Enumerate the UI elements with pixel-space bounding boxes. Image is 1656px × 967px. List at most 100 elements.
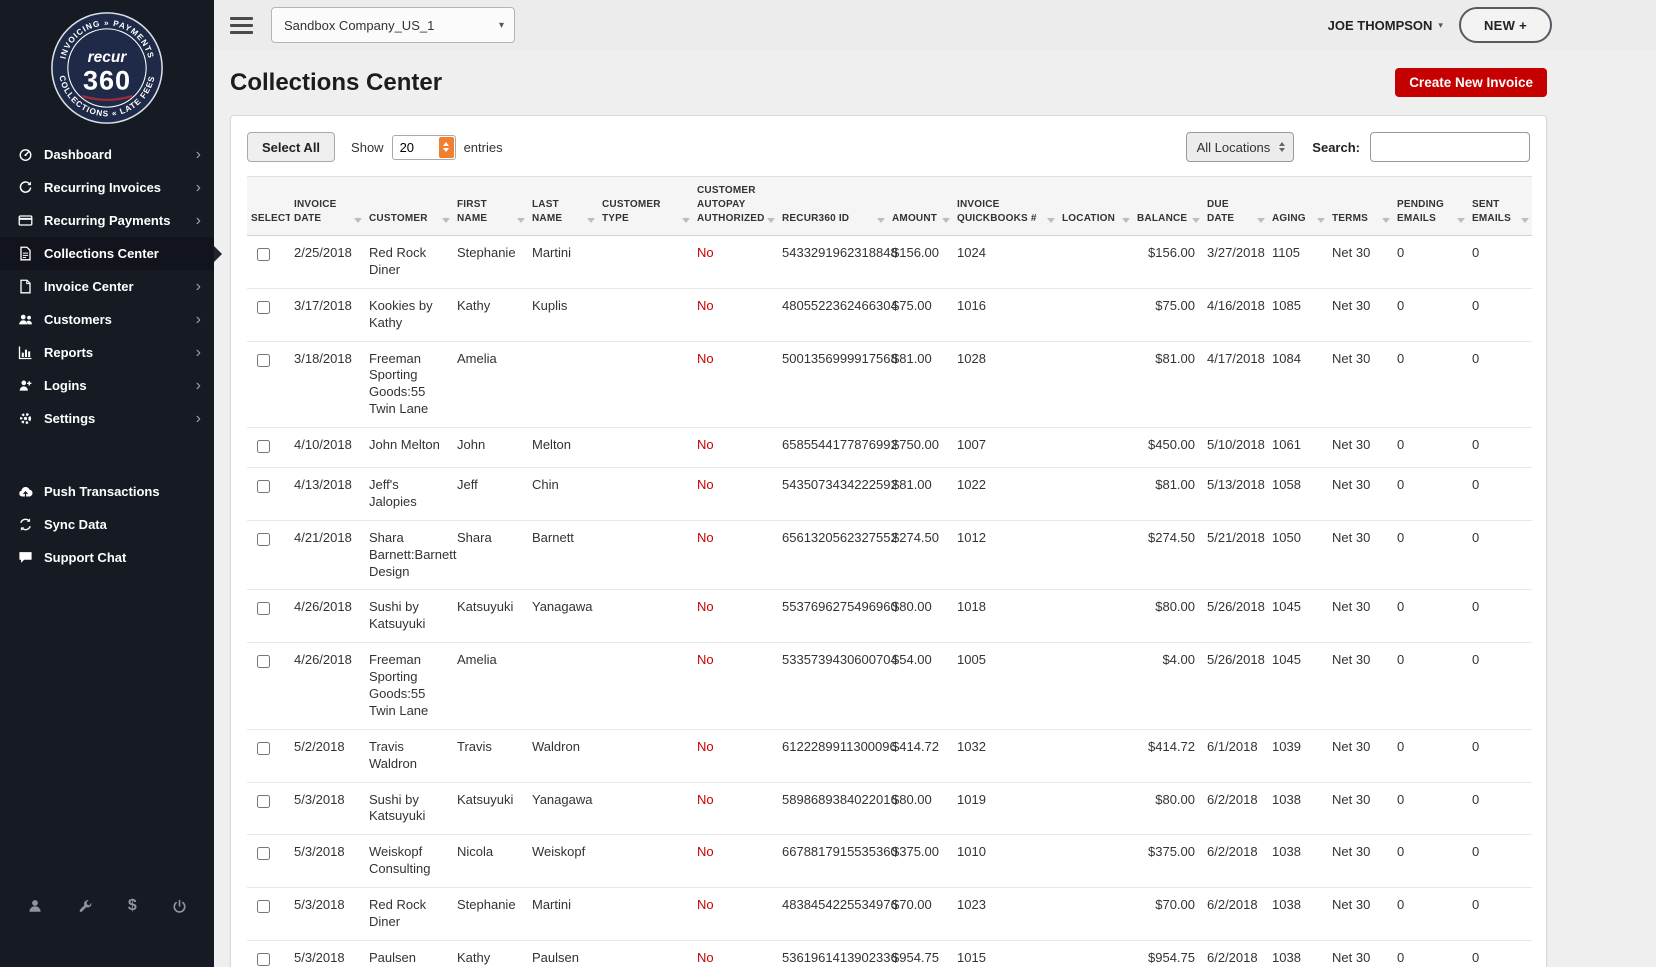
row-select-checkbox[interactable] xyxy=(257,248,270,261)
cell-sent_emails: 0 xyxy=(1472,599,1480,615)
column-header-invoice_qb[interactable]: INVOICE QUICKBOOKS # xyxy=(953,176,1058,236)
new-button[interactable]: NEW + xyxy=(1458,7,1552,43)
table-row[interactable]: 4/26/2018 Sushi by Katsuyuki Katsuyuki Yana… xyxy=(247,589,1532,644)
search-input[interactable] xyxy=(1370,132,1530,162)
column-header-last_name[interactable]: LAST NAME xyxy=(528,176,598,236)
cell-due_date: 5/26/2018 xyxy=(1207,599,1265,615)
column-header-amount[interactable]: AMOUNT xyxy=(888,176,953,236)
column-header-autopay[interactable]: CUSTOMER AUTOPAY AUTHORIZED xyxy=(693,176,778,236)
select-all-button[interactable]: Select All xyxy=(247,132,336,162)
sidebar-item-logins[interactable]: Logins › xyxy=(0,369,214,402)
cell-last_name: Yanagawa xyxy=(532,599,593,615)
dollar-icon[interactable]: $ xyxy=(127,897,137,914)
sidebar-item-customers[interactable]: Customers › xyxy=(0,303,214,336)
wrench-icon[interactable] xyxy=(78,899,93,914)
table-row[interactable]: 5/3/2018 Weiskopf Consulting Nicola Weiskop… xyxy=(247,834,1532,889)
menu-toggle-icon[interactable] xyxy=(230,16,253,34)
sidebar-item-recurring-invoices[interactable]: Recurring Invoices › xyxy=(0,171,214,204)
sort-caret-icon[interactable] xyxy=(1521,218,1529,223)
row-select-checkbox[interactable] xyxy=(257,532,270,546)
sort-caret-icon[interactable] xyxy=(682,218,690,223)
sort-caret-icon[interactable] xyxy=(1257,218,1265,223)
sidebar-item-collections-center[interactable]: Collections Center xyxy=(0,237,222,270)
column-header-customer[interactable]: CUSTOMER xyxy=(365,176,453,236)
cell-autopay: No xyxy=(697,529,714,545)
column-header-terms[interactable]: TERMS xyxy=(1328,176,1393,236)
row-select-checkbox[interactable] xyxy=(257,741,270,755)
sidebar-item-settings[interactable]: Settings › xyxy=(0,402,214,435)
table-row[interactable]: 4/26/2018 Freeman Sporting Goods:55 Twin … xyxy=(247,642,1532,730)
table-row[interactable]: 3/17/2018 Kookies by Kathy Kathy Kuplis No 48… xyxy=(247,288,1532,342)
table-row[interactable]: 4/10/2018 John Melton John Melton No 65855441… xyxy=(247,427,1532,469)
sidebar-item-push-transactions[interactable]: Push Transactions xyxy=(0,475,214,508)
row-select-checkbox[interactable] xyxy=(257,847,270,861)
column-header-aging[interactable]: AGING xyxy=(1268,176,1328,236)
column-header-location[interactable]: LOCATION xyxy=(1058,176,1133,236)
sort-caret-icon[interactable] xyxy=(1317,218,1325,223)
sort-caret-icon[interactable] xyxy=(1122,218,1130,223)
stepper-icon[interactable] xyxy=(438,136,454,158)
row-select-checkbox[interactable] xyxy=(257,952,270,966)
user-menu[interactable]: JOE THOMPSON ▾ xyxy=(1328,18,1443,33)
sort-caret-icon[interactable] xyxy=(1457,218,1465,223)
sort-caret-icon[interactable] xyxy=(587,218,595,223)
column-header-balance[interactable]: BALANCE xyxy=(1133,176,1203,236)
locations-filter[interactable]: All Locations xyxy=(1185,132,1295,162)
sidebar-item-invoice-center[interactable]: Invoice Center › xyxy=(0,270,214,303)
table-row[interactable]: 3/18/2018 Freeman Sporting Goods:55 Twin … xyxy=(247,341,1532,429)
main-area: Sandbox Company_US_1 ▾ JOE THOMPSON ▾ NE… xyxy=(214,0,1656,967)
sort-caret-icon[interactable] xyxy=(877,218,885,223)
cell-balance: $80.00 xyxy=(1155,599,1195,615)
sidebar-item-support-chat[interactable]: Support Chat xyxy=(0,541,214,574)
column-header-customer_type[interactable]: CUSTOMER TYPE xyxy=(598,176,693,236)
table-row[interactable]: 5/3/2018 Sushi by Katsuyuki Katsuyuki Yanag… xyxy=(247,782,1532,836)
cell-due_date: 4/17/2018 xyxy=(1207,350,1265,366)
column-header-sent_emails[interactable]: SENT EMAILS xyxy=(1468,176,1532,236)
column-header-recur360_id[interactable]: RECUR360 ID xyxy=(778,176,888,236)
table-row[interactable]: 4/21/2018 Shara Barnett:Barnett Design Sha… xyxy=(247,520,1532,591)
sort-caret-icon[interactable] xyxy=(1047,218,1055,223)
row-select-checkbox[interactable] xyxy=(257,655,270,669)
sort-caret-icon[interactable] xyxy=(354,218,362,223)
company-selector[interactable]: Sandbox Company_US_1 ▾ xyxy=(271,7,515,43)
sort-caret-icon[interactable] xyxy=(767,218,775,223)
cell-invoice_qb: 1015 xyxy=(957,949,986,965)
sidebar-item-reports[interactable]: Reports › xyxy=(0,336,214,369)
row-select-checkbox[interactable] xyxy=(257,900,270,914)
power-icon[interactable] xyxy=(172,899,187,914)
cell-sent_emails: 0 xyxy=(1472,738,1480,754)
column-header-first_name[interactable]: FIRST NAME xyxy=(453,176,528,236)
table-row[interactable]: 5/3/2018 Red Rock Diner Stephanie Martini No… xyxy=(247,887,1532,941)
reports-icon xyxy=(15,345,35,360)
cell-amount: $80.00 xyxy=(892,599,932,615)
column-header-pending_emails[interactable]: PENDING EMAILS xyxy=(1393,176,1468,236)
row-select-checkbox[interactable] xyxy=(257,602,270,616)
row-select-checkbox[interactable] xyxy=(257,480,270,494)
table-row[interactable]: 5/3/2018 Paulsen Medical Supplies Kathy Pau… xyxy=(247,940,1532,967)
sort-caret-icon[interactable] xyxy=(1382,218,1390,223)
row-select-checkbox[interactable] xyxy=(257,300,270,314)
create-new-invoice-button[interactable]: Create New Invoice xyxy=(1395,68,1547,97)
sort-caret-icon[interactable] xyxy=(442,218,450,223)
cell-sent_emails: 0 xyxy=(1472,949,1480,965)
collections-table-card: Select All Show entries All Locations xyxy=(230,115,1547,967)
row-select-checkbox[interactable] xyxy=(257,794,270,808)
table-row[interactable]: 5/2/2018 Travis Waldron Travis Waldron No 612… xyxy=(247,729,1532,783)
column-header-invoice_date[interactable]: INVOICE DATE xyxy=(290,176,365,236)
sort-caret-icon[interactable] xyxy=(1192,218,1200,223)
logo-text-recur: recur xyxy=(88,49,128,66)
sidebar-item-label: Settings xyxy=(44,411,96,426)
sidebar-item-sync-data[interactable]: Sync Data xyxy=(0,508,214,541)
table-row[interactable]: 4/13/2018 Jeff's Jalopies Jeff Chin No 543507… xyxy=(247,467,1532,521)
row-select-checkbox[interactable] xyxy=(257,353,270,367)
column-header-due_date[interactable]: DUE DATE xyxy=(1203,176,1268,236)
user-icon[interactable] xyxy=(27,898,43,914)
sort-caret-icon[interactable] xyxy=(517,218,525,223)
sort-caret-icon[interactable] xyxy=(942,218,950,223)
sidebar-item-dashboard[interactable]: Dashboard › xyxy=(0,138,214,171)
sidebar-item-recurring-payments[interactable]: Recurring Payments › xyxy=(0,204,214,237)
row-select-checkbox[interactable] xyxy=(257,440,270,454)
table-row[interactable]: 2/25/2018 Red Rock Diner Stephanie Martini N… xyxy=(247,235,1532,289)
cell-autopay: No xyxy=(697,477,714,493)
